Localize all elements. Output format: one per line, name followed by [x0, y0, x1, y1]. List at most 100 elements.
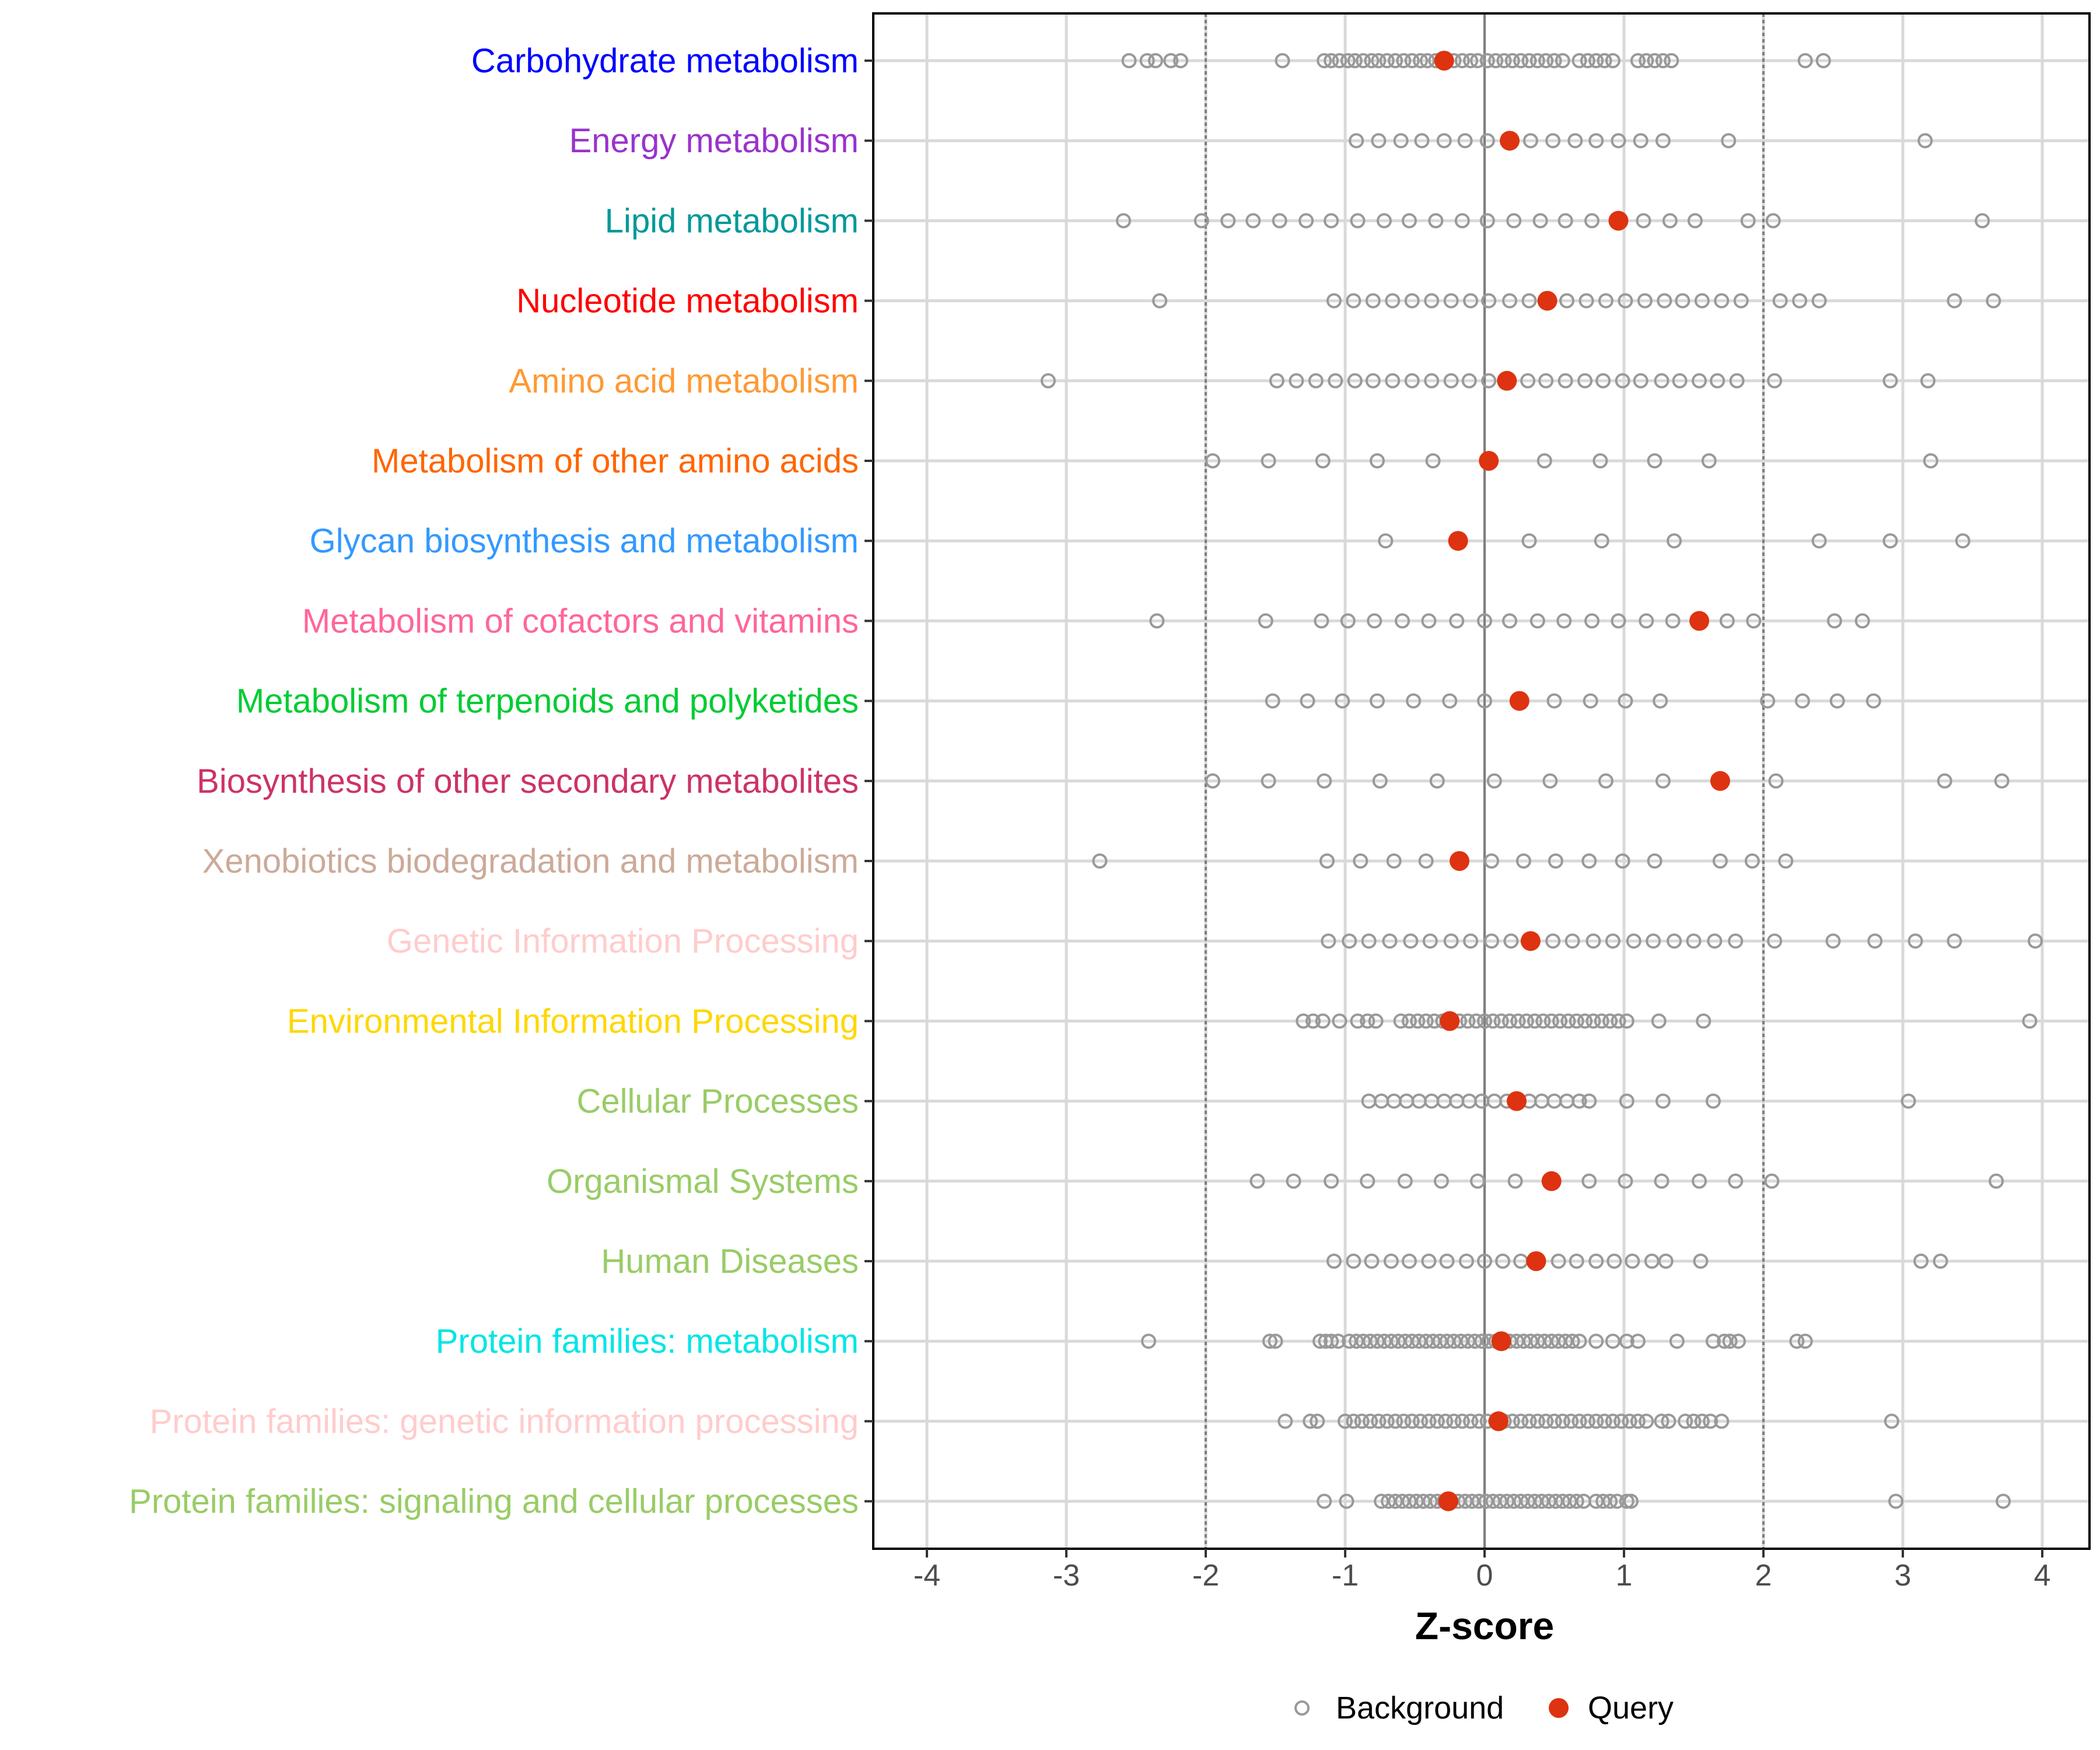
background-point	[1538, 53, 1554, 68]
background-point	[1324, 213, 1339, 229]
background-point	[1764, 1173, 1780, 1189]
background-point	[1331, 1334, 1346, 1349]
background-point	[1463, 933, 1479, 949]
background-point	[1319, 853, 1335, 869]
background-point	[1538, 373, 1554, 388]
reference-lines	[1205, 13, 1765, 1549]
background-point	[1618, 693, 1633, 709]
background-point	[1401, 213, 1417, 229]
background-point	[1675, 293, 1690, 309]
background-point	[1654, 1413, 1670, 1429]
background-point	[1730, 1334, 1746, 1349]
background-point	[1789, 1334, 1805, 1349]
background-point	[1530, 613, 1545, 629]
background-point	[1602, 1493, 1618, 1509]
background-point	[1340, 613, 1356, 629]
background-point	[1811, 293, 1827, 309]
background-point	[1630, 1413, 1646, 1429]
category-label: Amino acid metabolism	[509, 362, 859, 400]
background-point	[1457, 133, 1473, 149]
background-point	[1317, 773, 1332, 789]
background-point	[1588, 1413, 1604, 1429]
background-point	[1655, 133, 1671, 149]
background-point	[1564, 933, 1580, 949]
background-point	[1361, 933, 1377, 949]
background-point	[1538, 1413, 1554, 1429]
background-point	[1470, 1173, 1486, 1189]
background-point	[1369, 453, 1385, 468]
background-point	[1598, 773, 1614, 789]
query-point	[1448, 531, 1468, 551]
background-point	[1569, 1254, 1584, 1269]
query-point	[1506, 1091, 1527, 1111]
background-point	[1454, 213, 1470, 229]
background-point	[1379, 1413, 1395, 1429]
category-label: Nucleotide metabolism	[516, 282, 859, 320]
background-point	[1378, 533, 1394, 549]
background-point	[1379, 53, 1395, 68]
background-point	[1272, 213, 1287, 229]
background-point	[1315, 1013, 1331, 1029]
background-point	[1692, 373, 1707, 388]
background-point	[1317, 1493, 1332, 1509]
background-point	[1454, 53, 1470, 68]
background-point	[1356, 53, 1371, 68]
background-point	[1363, 1413, 1378, 1429]
background-point	[1481, 293, 1497, 309]
category-label: Environmental Information Processing	[287, 1002, 859, 1040]
background-point	[1463, 293, 1479, 309]
background-point	[1996, 1493, 2011, 1509]
background-point	[1481, 373, 1497, 388]
background-point	[1605, 933, 1620, 949]
background-point	[1623, 1493, 1639, 1509]
background-point	[1172, 53, 1188, 68]
background-point	[1598, 293, 1614, 309]
background-point	[1888, 1493, 1904, 1509]
background-point	[1396, 53, 1412, 68]
background-point	[1546, 1413, 1562, 1429]
background-point	[1588, 1254, 1604, 1269]
background-point	[1597, 1413, 1612, 1429]
background-point	[1521, 293, 1537, 309]
background-point	[1250, 1173, 1265, 1189]
category-label: Metabolism of terpenoids and polyketides	[236, 682, 859, 720]
background-point	[1536, 453, 1552, 468]
background-point	[1619, 1013, 1634, 1029]
background-point	[1633, 133, 1648, 149]
background-point	[1567, 133, 1583, 149]
background-point	[1436, 133, 1452, 149]
background-point	[1504, 53, 1520, 68]
legend-background-marker	[1294, 1700, 1310, 1716]
data-points	[1040, 51, 2043, 1511]
background-point	[1152, 293, 1168, 309]
background-point	[1744, 853, 1760, 869]
background-point	[1544, 1013, 1559, 1029]
background-point	[1300, 693, 1315, 709]
x-tick-label: 0	[1476, 1559, 1493, 1592]
background-point	[1580, 1413, 1595, 1429]
background-point	[1393, 133, 1409, 149]
background-point	[1446, 1413, 1462, 1429]
background-point	[1261, 453, 1276, 468]
background-point	[1678, 1413, 1693, 1429]
background-point	[1655, 53, 1671, 68]
category-label: Energy metabolism	[569, 122, 859, 160]
background-point	[1289, 373, 1304, 388]
legend-query-marker	[1549, 1698, 1569, 1718]
background-point	[1989, 1173, 2004, 1189]
background-point	[1429, 1413, 1445, 1429]
category-label: Genetic Information Processing	[387, 922, 859, 960]
background-point	[1661, 1413, 1676, 1429]
background-point	[1595, 373, 1611, 388]
background-point	[1584, 213, 1600, 229]
background-point	[1722, 1334, 1738, 1349]
background-point	[1729, 373, 1745, 388]
background-point	[1513, 1413, 1529, 1429]
background-point	[1258, 613, 1273, 629]
background-point	[1518, 1013, 1534, 1029]
query-point	[1488, 1411, 1508, 1432]
category-label: Organismal Systems	[547, 1163, 859, 1200]
y-axis-labels: Carbohydrate metabolism Energy metabolism…	[129, 42, 873, 1521]
background-point	[1558, 373, 1573, 388]
background-point	[1578, 293, 1594, 309]
